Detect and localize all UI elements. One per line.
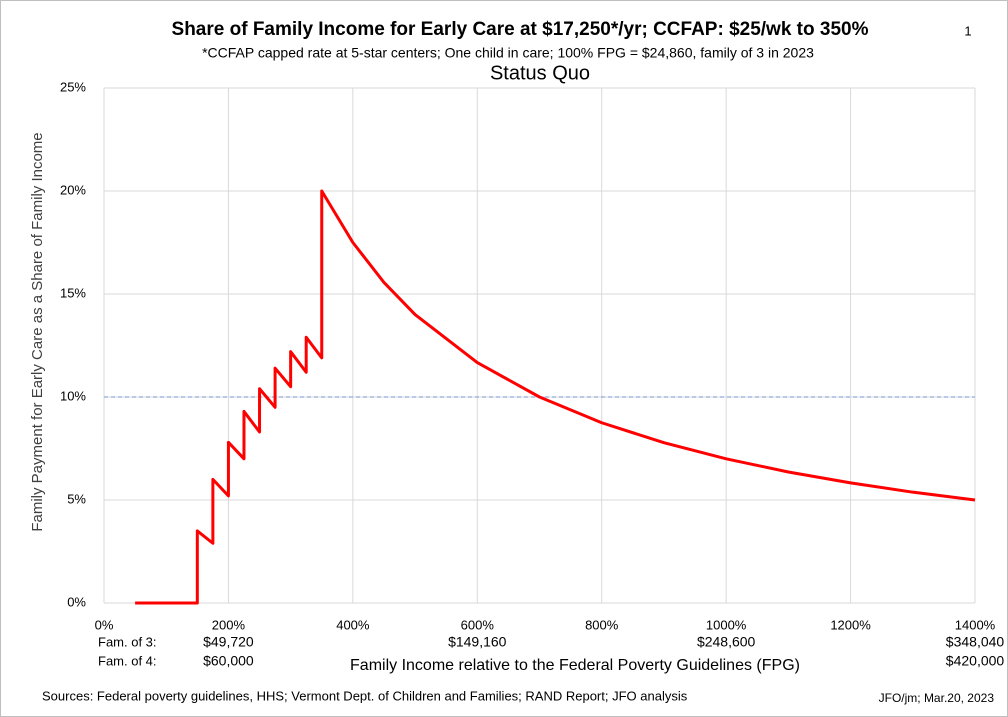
series-line [135, 189, 976, 605]
x-tick-label: 0% [95, 617, 114, 632]
page-number: 1 [964, 23, 971, 38]
x-tick-label: 200% [212, 617, 246, 632]
x-tick-label: 400% [336, 617, 370, 632]
y-tick-label: 10% [60, 388, 86, 403]
income-row-label: Fam. of 4: [98, 653, 157, 668]
income-tick-label: $149,160 [448, 634, 507, 650]
income-tick-label: $248,600 [697, 634, 756, 650]
income-row-label: Fam. of 3: [98, 634, 157, 649]
credit: JFO/jm; Mar.20, 2023 [879, 691, 995, 705]
x-axis-label: Family Income relative to the Federal Po… [350, 657, 800, 674]
income-tick-label: $49,720 [203, 634, 254, 650]
title: Share of Family Income for Early Care at… [172, 19, 869, 40]
x-tick-label: 1400% [955, 617, 996, 632]
x-tick-label: 1200% [830, 617, 871, 632]
income-tick-label: $348,040 [946, 634, 1005, 650]
y-tick-label: 25% [60, 79, 86, 94]
y-axis-label: Family Payment for Early Care as a Share… [29, 132, 46, 531]
y-tick-label: 5% [67, 491, 86, 506]
y-tick-label: 20% [60, 182, 86, 197]
y-tick-label: 0% [67, 594, 86, 609]
income-tick-label: $420,000 [946, 653, 1005, 669]
x-tick-label: 800% [585, 617, 619, 632]
x-tick-label: 600% [461, 617, 495, 632]
chart-title: Status Quo [490, 62, 590, 84]
subtitle: *CCFAP capped rate at 5-star centers; On… [202, 45, 814, 61]
source: Sources: Federal poverty guidelines, HHS… [42, 688, 688, 703]
x-tick-label: 1000% [706, 617, 747, 632]
y-tick-label: 15% [60, 285, 86, 300]
income-tick-label: $60,000 [203, 653, 254, 669]
